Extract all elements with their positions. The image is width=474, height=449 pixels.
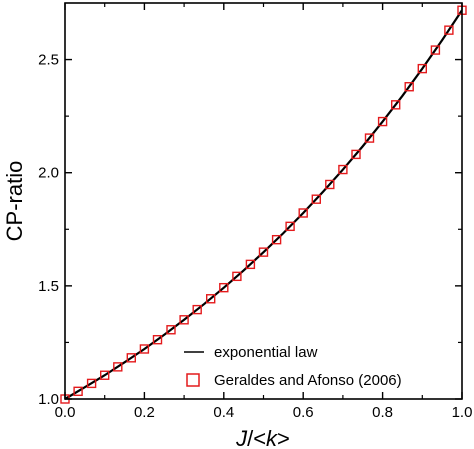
data-point-geraldes-afonso (245, 259, 256, 270)
data-point-geraldes-afonso (219, 282, 229, 293)
legend-label-geraldes-and-afonso: Geraldes and Afonso (2006) (214, 372, 402, 389)
x-axis-title-part-2: /< (247, 426, 266, 449)
legend: exponential law Geraldes and Afonso (200… (184, 344, 402, 389)
data-point-geraldes-afonso (285, 221, 295, 232)
data-point-geraldes-afonso (444, 25, 454, 35)
plot-frame (64, 2, 463, 400)
data-point-geraldes-afonso (139, 344, 150, 354)
data-point-geraldes-afonso (430, 45, 441, 55)
y-tick-label: 1.0 (38, 391, 59, 408)
x-axis-title: J/<k> (235, 426, 290, 449)
data-point-geraldes-afonso (351, 149, 361, 160)
data-point-geraldes-afonso (73, 386, 83, 397)
x-tick-label: 0.0 (55, 404, 76, 421)
x-tick-label: 0.8 (372, 404, 393, 421)
x-axis-title-part-1: J (235, 426, 248, 449)
data-point-geraldes-afonso (86, 378, 97, 389)
data-point-geraldes-afonso (391, 100, 401, 110)
data-point-geraldes-afonso (338, 164, 348, 175)
data-point-geraldes-afonso (417, 63, 427, 74)
x-tick-label: 0.2 (134, 404, 155, 421)
x-tick-label: 1.0 (452, 404, 473, 421)
plot-background (65, 3, 462, 399)
data-point-geraldes-afonso (298, 208, 308, 218)
y-axis-title: CP-ratio (2, 161, 27, 242)
series-layer (60, 5, 467, 404)
data-point-geraldes-afonso (179, 315, 189, 325)
x-axis-title-part-4: > (277, 426, 290, 449)
data-point-geraldes-afonso (377, 116, 388, 127)
data-point-geraldes-afonso (99, 370, 110, 380)
legend-label-exponential-law: exponential law (214, 344, 318, 361)
data-point-geraldes-afonso (113, 362, 123, 372)
legend-square-swatch (186, 373, 200, 387)
data-point-geraldes-afonso (152, 335, 163, 345)
x-tick-label: 0.4 (213, 404, 234, 421)
data-point-geraldes-afonso (364, 133, 375, 143)
y-tick-label: 2.0 (38, 165, 59, 182)
data-point-geraldes-afonso (271, 234, 282, 245)
data-point-geraldes-afonso (404, 82, 414, 92)
x-axis-title-part-3: k (266, 426, 278, 449)
data-point-geraldes-afonso (166, 325, 176, 335)
series-line-exponential-law (64, 9, 463, 400)
x-tick-label: 0.6 (293, 404, 314, 421)
y-tick-label: 2.5 (38, 52, 59, 69)
data-point-geraldes-afonso (126, 353, 137, 363)
data-point-geraldes-afonso (311, 194, 321, 204)
data-point-geraldes-afonso (205, 294, 216, 304)
data-point-geraldes-afonso (192, 304, 202, 315)
data-point-geraldes-afonso (258, 247, 269, 257)
y-tick-label: 1.5 (38, 278, 59, 295)
data-point-geraldes-afonso (325, 179, 335, 190)
data-point-geraldes-afonso (232, 271, 242, 282)
